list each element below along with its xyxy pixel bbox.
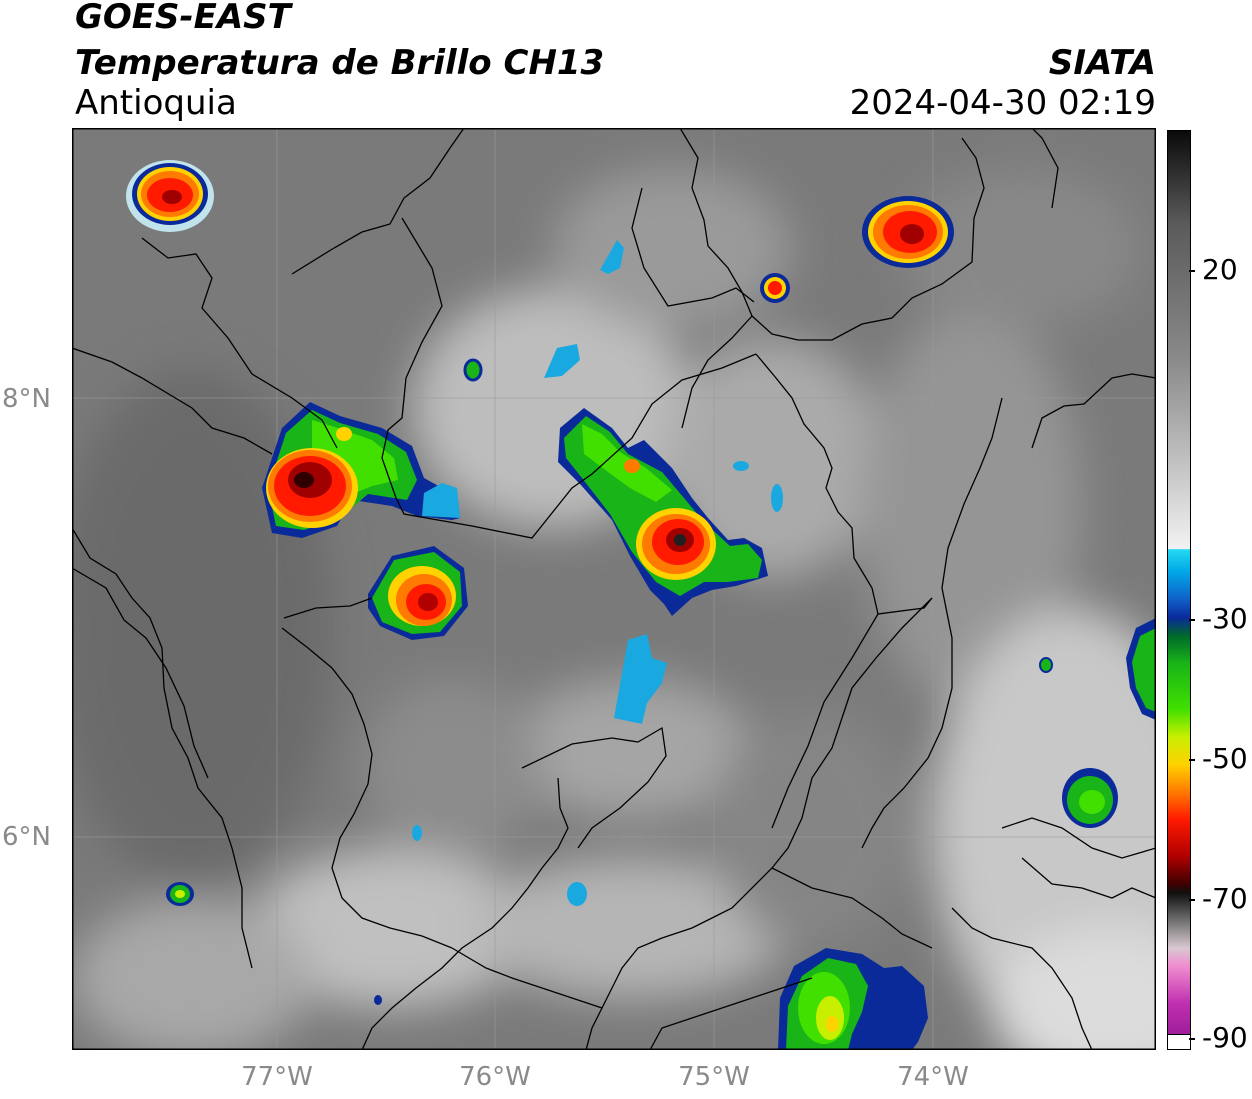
grid-lines <box>72 128 1156 1050</box>
colorbar-tick <box>1189 619 1195 621</box>
cold-cloud <box>544 344 580 378</box>
product-title: Temperatura de Brillo CH13 <box>75 43 605 83</box>
storm-cell <box>368 546 468 640</box>
storm-cells <box>126 160 1156 1050</box>
cold-cloud <box>600 240 624 274</box>
lon-label-74w: 74°W <box>897 1062 969 1092</box>
colorbar-min-swatch <box>1168 1034 1190 1049</box>
lon-label-75w: 75°W <box>678 1062 750 1092</box>
colorbar-label-neg30: -30 <box>1202 602 1248 635</box>
lat-label-8n: 8°N <box>2 384 51 414</box>
cold-cloud <box>1039 657 1053 673</box>
lat-label-6n: 6°N <box>2 822 51 852</box>
colorbar-tick <box>1189 270 1195 272</box>
cold-cloud <box>733 461 749 471</box>
lon-label-76w: 76°W <box>459 1062 531 1092</box>
cold-cloud <box>771 484 783 512</box>
storm-cell <box>126 160 214 232</box>
temperature-colorbar <box>1167 130 1191 1050</box>
region-label: Antioquia <box>75 83 237 123</box>
storm-cell <box>262 402 460 538</box>
colorbar-label-20: 20 <box>1202 253 1238 286</box>
storm-cell <box>760 273 790 303</box>
timestamp-label: 2024-04-30 02:19 <box>849 83 1156 123</box>
storm-cell <box>558 408 768 616</box>
cold-cloud <box>567 882 587 906</box>
organization-label: SIATA <box>1048 43 1156 83</box>
storm-cell <box>862 196 954 268</box>
cloud-texture <box>72 168 1156 1050</box>
storm-cell <box>1126 618 1156 720</box>
satellite-map <box>72 128 1156 1050</box>
lon-label-77w: 77°W <box>241 1062 313 1092</box>
cold-cloud <box>374 995 382 1005</box>
colorbar-tick <box>1189 899 1195 901</box>
cold-cloud <box>463 358 483 382</box>
colorbar-label-neg50: -50 <box>1202 742 1248 775</box>
cold-cloud <box>412 825 422 841</box>
storm-cell <box>778 948 928 1050</box>
satellite-title: GOES-EAST <box>75 0 291 37</box>
map-frame <box>72 128 1156 1050</box>
storm-cell <box>166 882 194 906</box>
colorbar-tick <box>1189 759 1195 761</box>
cold-cloud <box>614 634 667 724</box>
boundaries <box>72 128 1156 1050</box>
colorbar-tick <box>1189 1038 1195 1040</box>
colorbar-label-neg70: -70 <box>1202 882 1248 915</box>
colorbar-label-neg90: -90 <box>1202 1021 1248 1054</box>
storm-cell <box>1062 768 1118 828</box>
